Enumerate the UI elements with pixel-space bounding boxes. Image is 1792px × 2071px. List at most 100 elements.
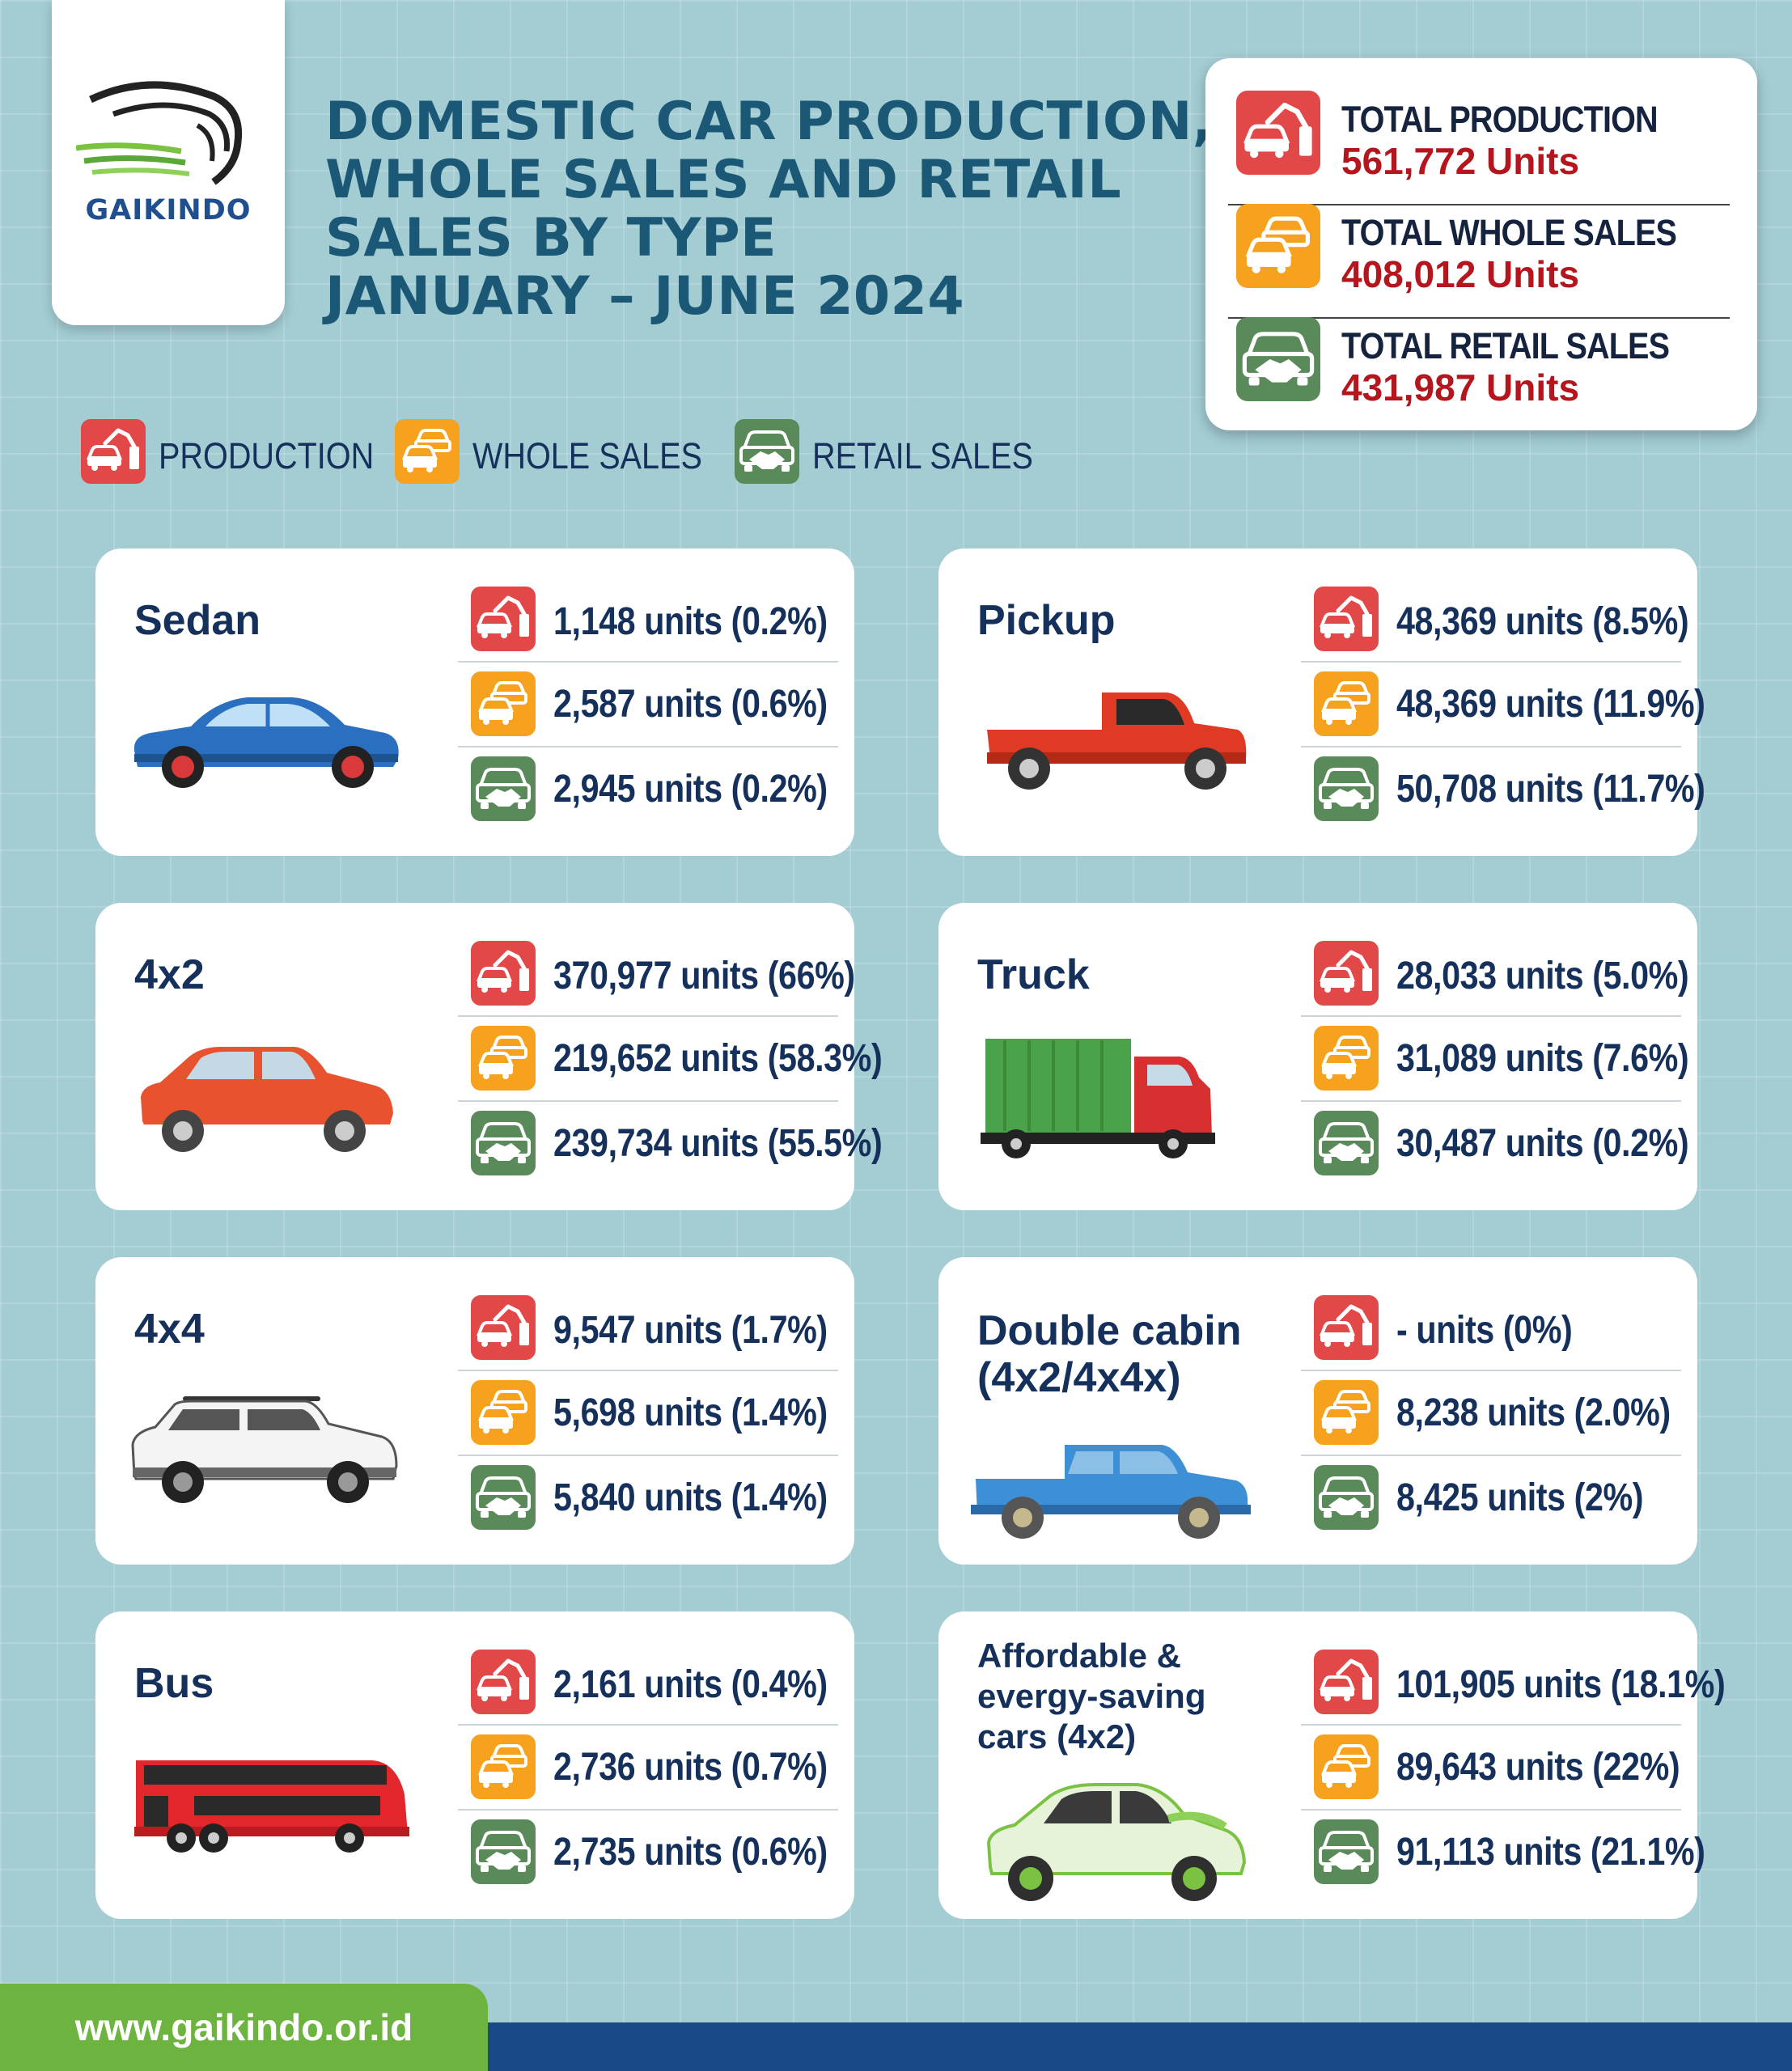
double-cabin-pickup-icon (971, 1445, 1251, 1539)
production-icon (471, 587, 536, 651)
stat-production: 9,547 units (1.7%) (458, 1285, 838, 1371)
production-icon (1314, 941, 1379, 1006)
stat-value: 30,487 units (0.2%) (1396, 1122, 1689, 1165)
category-title: Bus (134, 1660, 214, 1707)
website-link[interactable]: www.gaikindo.or.id (0, 1984, 488, 2071)
category-card-4x4: 4x4 9,547 units (1.7%) 5,698 units (1.4%… (95, 1257, 854, 1565)
category-title: Sedan (134, 597, 261, 644)
stat-production: 1,148 units (0.2%) (458, 577, 838, 663)
stat-retail-sales: 8,425 units (2%) (1301, 1455, 1681, 1539)
total-value: 431,987 Units (1341, 366, 1580, 409)
stat-retail-sales: 91,113 units (21.1%) (1301, 1810, 1705, 1894)
stat-value: 31,089 units (7.6%) (1396, 1037, 1689, 1080)
hatchback-car-icon (141, 1047, 393, 1152)
category-card-4x2: 4x2 370,977 units (66%) 219,652 units (5… (95, 903, 883, 1210)
production-icon (471, 941, 536, 1006)
pickup-truck-icon (987, 692, 1247, 790)
stat-whole-sales: 219,652 units (58.3%) (458, 1016, 883, 1102)
whole-sales-icon (471, 1734, 536, 1799)
brand-name: GAIKINDO (85, 194, 252, 227)
total-production: TOTAL PRODUCTION 561,772 Units (1228, 91, 1730, 205)
total-label: TOTAL PRODUCTION (1341, 99, 1659, 140)
category-card-double-cabin: Double cabin (4x2/4x4x) - units (0%) 8,2… (938, 1257, 1697, 1565)
legend-label: PRODUCTION (159, 435, 375, 476)
whole-sales-icon (1314, 1380, 1379, 1445)
stat-whole-sales: 2,587 units (0.6%) (458, 662, 838, 748)
retail-sales-icon (1314, 1819, 1379, 1884)
retail-sales-icon (471, 756, 536, 821)
whole-sales-icon (395, 419, 460, 484)
stat-retail-sales: 2,945 units (0.2%) (458, 747, 838, 831)
stat-value: 9,547 units (1.7%) (553, 1309, 828, 1352)
category-card-truck: Truck 28,033 units (5.0%) 31,089 units (… (938, 903, 1697, 1210)
total-value: 561,772 Units (1341, 140, 1580, 182)
category-title: Double cabin (4x2/4x4x) (977, 1307, 1241, 1401)
category-title-line: cars (4x2) (977, 1717, 1137, 1755)
logo-card: GAIKINDO (52, 0, 285, 325)
cargo-truck-icon (981, 1039, 1215, 1158)
title-line: WHOLE SALES AND RETAIL (325, 150, 1122, 210)
retail-sales-icon (1236, 317, 1320, 401)
stat-whole-sales: 2,736 units (0.7%) (458, 1725, 838, 1811)
stat-production: 48,369 units (8.5%) (1301, 577, 1689, 663)
stat-whole-sales: 48,369 units (11.9%) (1301, 662, 1705, 748)
stat-value: 91,113 units (21.1%) (1396, 1831, 1705, 1874)
category-card-sedan: Sedan 1,148 units (0.2%) 2,587 units (0.… (95, 548, 854, 856)
category-title: Pickup (977, 597, 1116, 644)
whole-sales-icon (471, 671, 536, 736)
production-icon (1314, 1650, 1379, 1714)
stat-production: 370,977 units (66%) (458, 931, 855, 1017)
stat-value: 5,698 units (1.4%) (553, 1391, 828, 1434)
stat-retail-sales: 239,734 units (55.5%) (458, 1101, 883, 1185)
stat-value: 101,905 units (18.1%) (1396, 1663, 1726, 1706)
category-title: Truck (977, 951, 1090, 998)
stat-production: 28,033 units (5.0%) (1301, 931, 1689, 1017)
whole-sales-icon (471, 1380, 536, 1445)
whole-sales-icon (1236, 204, 1320, 288)
stat-value: 48,369 units (11.9%) (1396, 683, 1705, 726)
retail-sales-icon (471, 1465, 536, 1530)
category-card-affordable-energy-saving: Affordable & evergy-saving cars (4x2) 10… (938, 1611, 1726, 1919)
legend-label: WHOLE SALES (472, 435, 702, 476)
stat-production: - units (0%) (1301, 1285, 1681, 1371)
production-icon (471, 1650, 536, 1714)
stat-value: 48,369 units (8.5%) (1396, 600, 1689, 643)
stat-value: 370,977 units (66%) (553, 955, 855, 997)
retail-sales-icon (471, 1819, 536, 1884)
stat-value: 5,840 units (1.4%) (553, 1476, 828, 1519)
stat-value: 2,161 units (0.4%) (553, 1663, 828, 1706)
title-line: DOMESTIC CAR PRODUCTION, (325, 91, 1213, 152)
stat-retail-sales: 5,840 units (1.4%) (458, 1455, 838, 1539)
stat-whole-sales: 5,698 units (1.4%) (458, 1370, 838, 1456)
category-title: 4x2 (134, 951, 205, 998)
legend-label: RETAIL SALES (812, 435, 1033, 476)
whole-sales-icon (1314, 1026, 1379, 1091)
category-title-line: Double cabin (977, 1307, 1242, 1354)
stat-value: 219,652 units (58.3%) (553, 1037, 883, 1080)
sedan-car-icon (133, 697, 399, 788)
city-car-icon (986, 1783, 1247, 1901)
stat-production: 101,905 units (18.1%) (1301, 1640, 1726, 1726)
production-icon (1314, 1295, 1379, 1360)
retail-sales-icon (1314, 1465, 1379, 1530)
gaikindo-logo-icon (76, 81, 243, 185)
category-card-bus: Bus 2,161 units (0.4%) 2,736 units (0.7%… (95, 1611, 854, 1919)
stat-retail-sales: 30,487 units (0.2%) (1301, 1101, 1689, 1185)
stat-whole-sales: 31,089 units (7.6%) (1301, 1016, 1689, 1102)
stat-value: 1,148 units (0.2%) (553, 600, 828, 643)
stat-value: 8,238 units (2.0%) (1396, 1391, 1671, 1434)
bus-icon (134, 1760, 409, 1853)
whole-sales-icon (1314, 1734, 1379, 1799)
production-icon (1236, 91, 1320, 175)
stat-value: - units (0%) (1396, 1309, 1573, 1352)
total-label: TOTAL WHOLE SALES (1341, 212, 1677, 253)
retail-sales-icon (1314, 756, 1379, 821)
suv-car-icon (131, 1396, 398, 1503)
retail-sales-icon (735, 419, 799, 484)
whole-sales-icon (1314, 671, 1379, 736)
stat-value: 2,587 units (0.6%) (553, 683, 828, 726)
stat-value: 89,643 units (22%) (1396, 1746, 1680, 1789)
totals-panel: TOTAL PRODUCTION 561,772 Units TOTAL WHO… (1205, 58, 1757, 430)
stat-value: 50,708 units (11.7%) (1396, 768, 1705, 811)
category-card-pickup: Pickup 48,369 units (8.5%) 48,369 units … (938, 548, 1705, 856)
